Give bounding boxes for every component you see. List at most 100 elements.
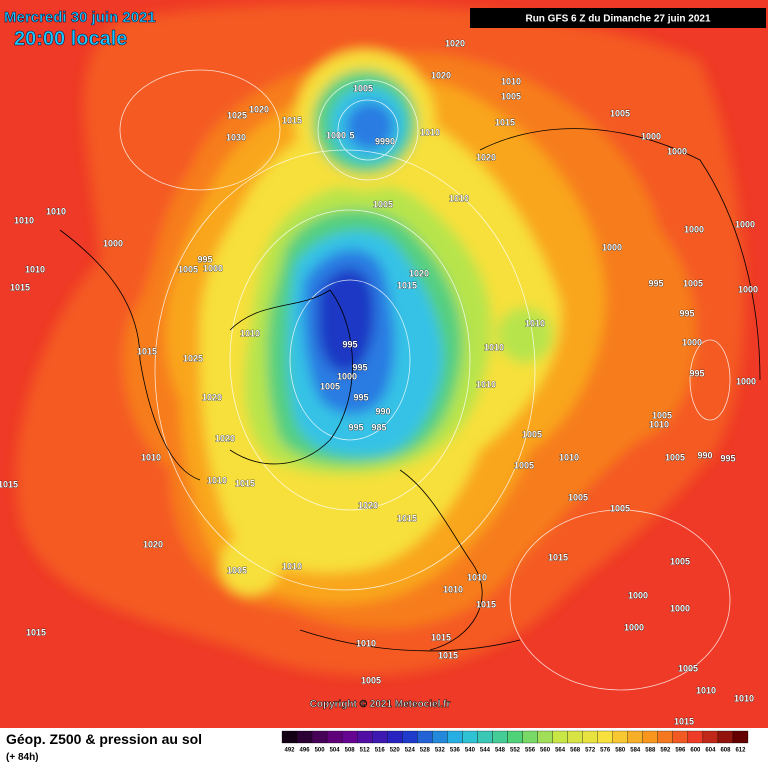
- isobar-label: 1000: [103, 238, 123, 248]
- colorbar-swatch: [657, 730, 673, 744]
- colorbar-swatch: [582, 730, 598, 744]
- colorbar-label: 548: [495, 748, 506, 754]
- colorbar-swatch: [387, 730, 403, 744]
- colorbar-label: 500: [315, 748, 326, 754]
- isobar-label: 1010: [559, 452, 579, 462]
- colorbar-swatch: [447, 730, 463, 744]
- colorbar-swatch: [341, 730, 358, 744]
- isobar-label: 1005: [652, 410, 672, 420]
- isobar-label: 995: [689, 368, 704, 378]
- isobar-label: 1000: [682, 337, 702, 347]
- colorbar-label: 604: [705, 748, 716, 754]
- isobar-label: 995: [348, 422, 363, 432]
- colorbar-swatch: [687, 730, 704, 744]
- colorbar-label: 524: [405, 748, 416, 754]
- isobar-label: 1020: [143, 539, 163, 549]
- isobar-label: 1005: [501, 91, 521, 101]
- colorbar-swatch: [642, 730, 658, 744]
- geopotential-field: [16, 3, 745, 676]
- colorbar: 492 496 500 504 508 512 516 520 524 528 532 536 540 5…: [281, 730, 749, 754]
- isobar-label: 1005: [178, 264, 198, 274]
- isobar-label: 1020: [358, 500, 378, 510]
- isobar-label: 1005: [361, 675, 381, 685]
- isobar-label: 995: [197, 254, 212, 264]
- isobar-label: 1005: [373, 199, 393, 209]
- isobar-label: 1005: [678, 663, 698, 673]
- isobar-label: 1010: [46, 206, 66, 216]
- isobar-label: 1010: [696, 685, 716, 695]
- isobar-label: 1005: [353, 83, 373, 93]
- isobar-label: 1015: [438, 650, 458, 660]
- isobar-label: 1000: [628, 590, 648, 600]
- isobar-label: 1000: [203, 263, 223, 273]
- colorbar-label: 552: [510, 748, 521, 754]
- isobar-label: 1000: [326, 130, 346, 140]
- legend-lead: (+ 84h): [6, 752, 39, 763]
- isobar-label: 1010: [734, 693, 754, 703]
- colorbar-swatch: [432, 730, 448, 744]
- isobar-label: 1020: [431, 70, 451, 80]
- isobar-label: 1010: [141, 452, 161, 462]
- colorbar-label: 612: [735, 748, 746, 754]
- isobars: [119, 69, 731, 691]
- isobar-label: 1010: [649, 419, 669, 429]
- isobar-label: 1020: [249, 104, 269, 114]
- isobar-label: 1010: [476, 379, 496, 389]
- isobar-label: 1020: [215, 433, 235, 443]
- colorbar-label: 556: [525, 748, 536, 754]
- isobar-label: 1005: [665, 452, 685, 462]
- isobar-label: 1010: [449, 193, 469, 203]
- colorbar-swatch: [296, 730, 313, 744]
- isobar-label: 995: [720, 453, 735, 463]
- isobar-label: 995: [679, 308, 694, 318]
- colorbar-label: 536: [450, 748, 461, 754]
- isobar-label: 1015: [495, 117, 515, 127]
- isobar-label: 1000: [667, 146, 687, 156]
- colorbar-swatch: [627, 730, 643, 744]
- colorbar-swatch: [357, 730, 373, 744]
- colorbar-swatch: [612, 730, 628, 744]
- isobar-label: 1010: [501, 76, 521, 86]
- colorbar-label: 504: [330, 748, 341, 754]
- isobar-label: 1015: [26, 627, 46, 637]
- colorbar-swatch: [597, 730, 613, 744]
- isobar-label: 1005: [227, 565, 247, 575]
- colorbar-swatch: [552, 730, 568, 744]
- isobar-label: 1015: [431, 632, 451, 642]
- isobar-label: 1005: [522, 429, 542, 439]
- colorbar-label: 588: [645, 748, 656, 754]
- isobar-label: 1030: [226, 132, 246, 142]
- isobar-label: 1000: [624, 622, 644, 632]
- isobar-label: 1010: [14, 215, 34, 225]
- colorbar-label: 596: [675, 748, 686, 754]
- colorbar-label: 532: [435, 748, 446, 754]
- colorbar-label: 516: [375, 748, 386, 754]
- isobar-label: 1020: [202, 392, 222, 402]
- isobar-label: 995: [648, 278, 663, 288]
- isobar-label: 1000: [670, 603, 690, 613]
- isobar-label: 1015: [548, 552, 568, 562]
- isobar-label: 1010: [484, 342, 504, 352]
- isobar-label: 1005: [610, 108, 630, 118]
- colorbar-swatch: [311, 730, 328, 744]
- isobar-label: 1005: [320, 381, 340, 391]
- colorbar-label: 568: [570, 748, 581, 754]
- copyright: Copyright © 2021 Meteociel.fr: [310, 699, 451, 710]
- colorbar-swatch: [281, 730, 298, 744]
- colorbar-label: 576: [600, 748, 611, 754]
- isobar-label: 1010: [356, 638, 376, 648]
- colorbar-swatch: [537, 730, 553, 744]
- colorbar-swatch: [702, 730, 719, 744]
- colorbar-label: 520: [390, 748, 401, 754]
- isobar-label: 1000: [736, 376, 756, 386]
- colorbar-swatch: [477, 730, 493, 744]
- isobar-label: 1015: [0, 479, 18, 489]
- colorbar-label: 560: [540, 748, 551, 754]
- isobar-label: 1015: [397, 280, 417, 290]
- colorbar-swatch: [462, 730, 478, 744]
- colorbar-swatch: [492, 730, 508, 744]
- coastlines: [59, 128, 761, 652]
- isobar-label: 995: [352, 362, 367, 372]
